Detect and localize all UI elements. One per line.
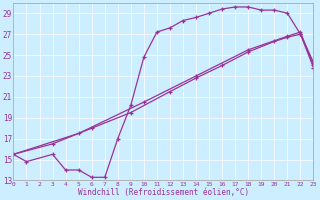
X-axis label: Windchill (Refroidissement éolien,°C): Windchill (Refroidissement éolien,°C) [78, 188, 249, 197]
